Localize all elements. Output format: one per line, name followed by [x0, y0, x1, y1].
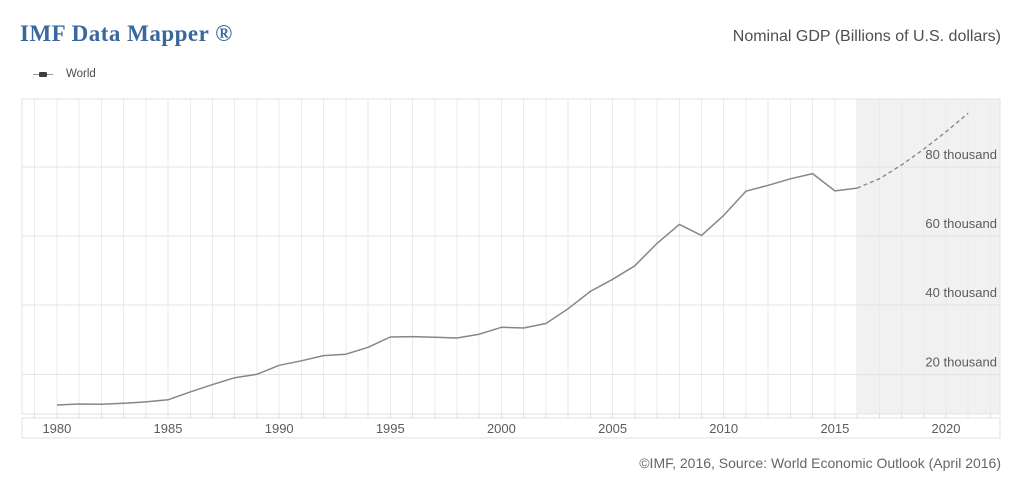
legend-item-world[interactable]: World: [33, 68, 96, 80]
x-tick-label: 2005: [598, 421, 627, 436]
line-series-marker-icon: [33, 70, 53, 79]
y-tick-label: 80 thousand: [925, 147, 997, 162]
x-tick-label: 1990: [265, 421, 294, 436]
x-tick-label: 2010: [709, 421, 738, 436]
chart-title: Nominal GDP (Billions of U.S. dollars): [732, 28, 1001, 45]
app-title: IMF Data Mapper ®: [20, 21, 233, 46]
x-axis-strip: [21, 417, 1001, 439]
x-tick-label: 1995: [376, 421, 405, 436]
x-tick-label: 1985: [154, 421, 183, 436]
y-tick-label: 40 thousand: [925, 285, 997, 300]
x-tick-label: 2015: [820, 421, 849, 436]
source-credit: ©IMF, 2016, Source: World Economic Outlo…: [639, 455, 1001, 471]
plot-border: [21, 98, 1001, 415]
x-tick-label: 1980: [42, 421, 71, 436]
x-tick-label: 2000: [487, 421, 516, 436]
forecast-region: [857, 99, 1000, 414]
world-gdp-forecast-line: [856, 112, 969, 189]
x-tick-label: 2020: [932, 421, 961, 436]
y-tick-label: 20 thousand: [925, 354, 997, 369]
legend-label: World: [66, 68, 96, 80]
world-gdp-line: [56, 172, 858, 406]
y-tick-label: 60 thousand: [925, 216, 997, 231]
